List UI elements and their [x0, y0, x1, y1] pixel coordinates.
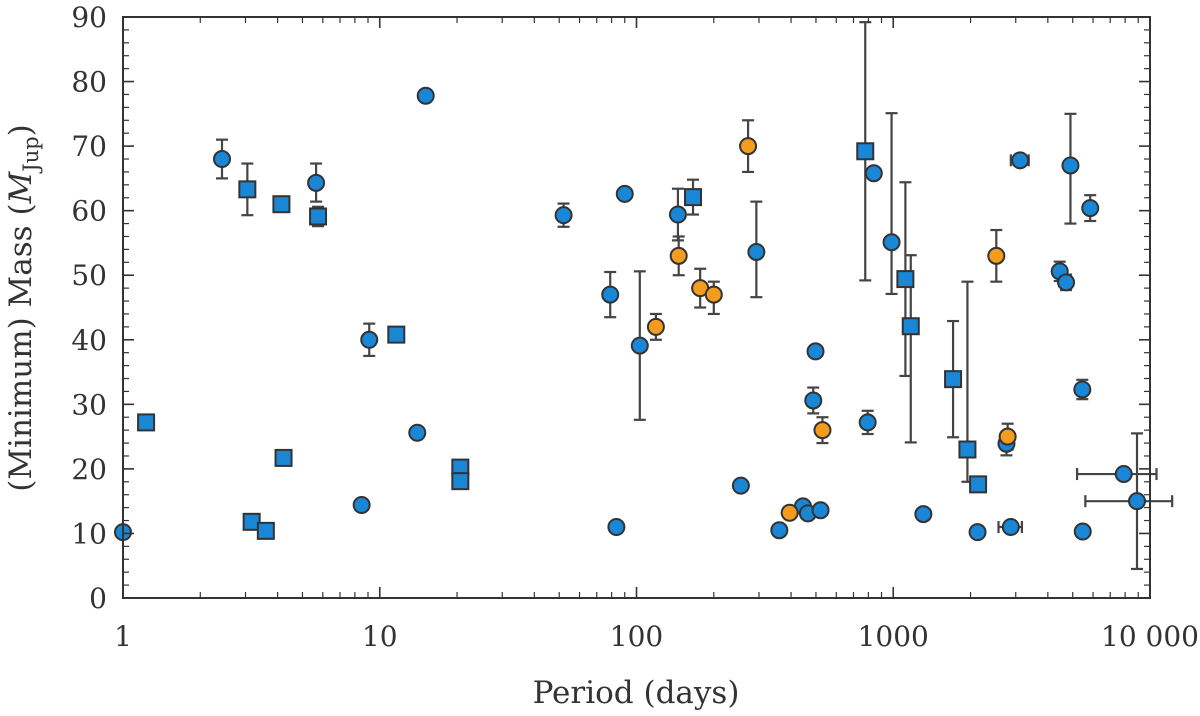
points-layer — [114, 86, 1147, 542]
blue-squares-point — [272, 195, 291, 214]
blue-squares-point — [137, 413, 156, 432]
blue-circles-point — [1073, 380, 1092, 399]
orange-circles-point — [646, 317, 665, 336]
blue-squares-point — [856, 142, 875, 161]
blue-squares-point — [238, 180, 257, 199]
blue-squares-point — [944, 370, 963, 389]
y-tick-label: 20 — [71, 453, 107, 486]
blue-circles-point — [408, 423, 427, 442]
blue-circles-point — [213, 150, 232, 169]
blue-circles-point — [864, 164, 883, 183]
blue-circles-point — [607, 517, 626, 536]
blue-circles-point — [1057, 273, 1076, 292]
orange-circles-point — [669, 246, 688, 265]
orange-circles-point — [739, 137, 758, 156]
blue-circles-point — [882, 233, 901, 252]
y-tick-label: 60 — [71, 195, 107, 228]
blue-circles-point — [554, 206, 573, 225]
y-tick-label: 80 — [71, 66, 107, 99]
blue-circles-point — [914, 505, 933, 524]
blue-circles-point — [747, 242, 766, 261]
axes-layer: 1 10 100 1000 10 000 0 10 20 30 40 50 60 70 80 90 — [71, 1, 1199, 653]
blue-circles-point — [307, 173, 326, 192]
x-tick-label: 10 — [362, 620, 398, 653]
blue-circles-point — [806, 342, 825, 361]
blue-circles-point — [811, 501, 830, 520]
blue-circles-point — [1073, 522, 1092, 541]
blue-circles-point — [1081, 199, 1100, 218]
blue-squares-point — [896, 270, 915, 289]
blue-circles-point — [360, 330, 379, 349]
y-tick-label: 50 — [71, 259, 107, 292]
blue-squares-point — [274, 448, 293, 467]
blue-circles-point — [668, 205, 687, 224]
orange-circles-point — [780, 503, 799, 522]
errorbars-layer — [216, 21, 1174, 571]
blue-squares-point — [309, 207, 328, 226]
blue-squares-point — [969, 475, 988, 494]
blue-circles-point — [1011, 151, 1030, 170]
blue-squares-point — [387, 325, 406, 344]
y-axis-title: (Minimum) Mass (MJup) — [3, 124, 43, 492]
blue-circles-point — [601, 285, 620, 304]
blue-squares-point — [451, 472, 470, 491]
blue-circles-point — [1061, 156, 1080, 175]
y-tick-label: 0 — [89, 582, 107, 615]
blue-circles-point — [804, 391, 823, 410]
orange-circles-point — [704, 285, 723, 304]
y-tick-label: 30 — [71, 388, 107, 421]
x-axis-title: Period (days) — [533, 675, 740, 711]
blue-circles-point — [630, 336, 649, 355]
orange-circles-point — [813, 421, 832, 440]
blue-circles-point — [770, 521, 789, 540]
blue-circles-point — [1128, 492, 1147, 511]
y-tick-label: 90 — [71, 1, 107, 34]
orange-circles-point — [987, 246, 1006, 265]
y-tick-label: 70 — [71, 130, 107, 163]
plot-frame — [122, 16, 1151, 599]
blue-circles-point — [416, 86, 435, 105]
x-tick-label: 10 000 — [1101, 620, 1199, 653]
blue-circles-point — [858, 413, 877, 432]
blue-squares-point — [901, 317, 920, 336]
orange-circles-point — [998, 427, 1017, 446]
y-errorbar — [885, 112, 898, 296]
blue-squares-point — [256, 521, 275, 540]
x-tick-label: 100 — [610, 620, 663, 653]
blue-squares-point — [684, 188, 703, 207]
blue-circles-point — [615, 184, 634, 203]
blue-squares-point — [242, 512, 261, 531]
blue-squares-point — [958, 440, 977, 459]
blue-circles-point — [1001, 517, 1020, 536]
blue-circles-point — [968, 523, 987, 542]
y-tick-label: 10 — [71, 517, 107, 550]
blue-circles-point — [731, 476, 750, 495]
x-tick-label: 1000 — [858, 620, 929, 653]
x-tick-label: 1 — [114, 620, 132, 653]
blue-circles-point — [1114, 465, 1133, 484]
y-tick-label: 40 — [71, 324, 107, 357]
blue-circles-point — [352, 496, 371, 515]
